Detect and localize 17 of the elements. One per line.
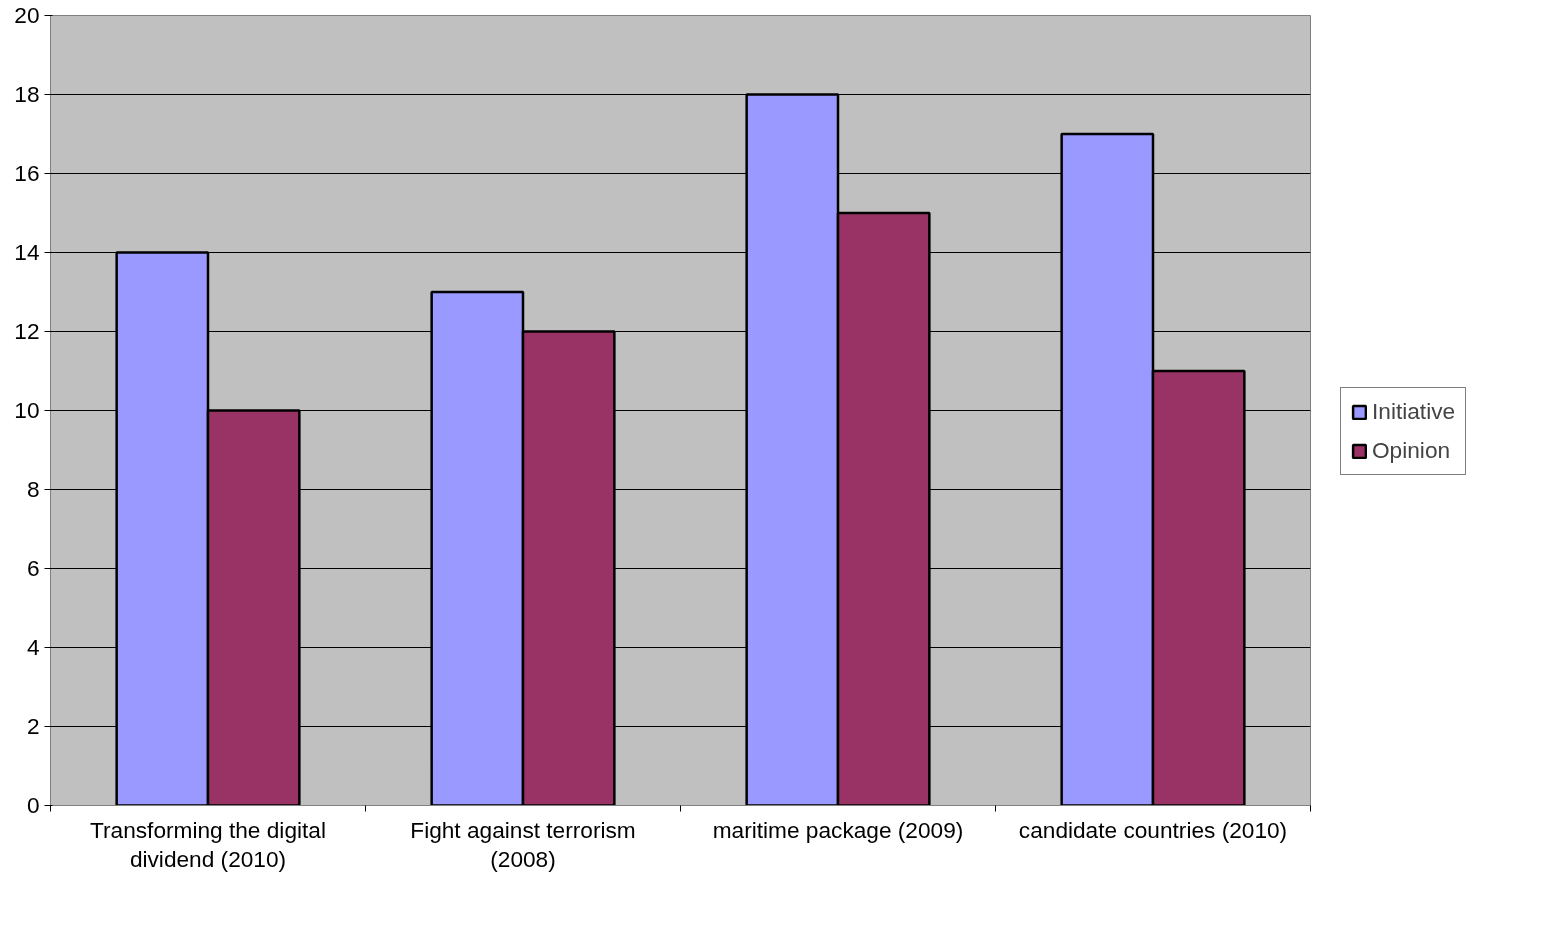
y-tick-label: 12 bbox=[14, 318, 40, 344]
y-tick-label: 20 bbox=[14, 2, 40, 28]
y-tick-label: 18 bbox=[14, 81, 40, 107]
category-label: Transforming the digital dividend (2010) bbox=[90, 816, 326, 872]
y-tick-label: 4 bbox=[26, 634, 40, 660]
x-tick-label: maritime package (2009) bbox=[712, 816, 964, 843]
x-tick-label: candidate countries (2010) bbox=[1018, 816, 1288, 843]
y-tick-label: 10 bbox=[14, 397, 40, 423]
legend-label: Initiative bbox=[1372, 398, 1456, 425]
y-tick-label: 0 bbox=[26, 792, 40, 818]
y-tick-label: 6 bbox=[26, 555, 40, 581]
y-tick-label: 16 bbox=[14, 160, 40, 186]
y-tick-label: 8 bbox=[26, 476, 40, 502]
legend-label: Opinion bbox=[1372, 437, 1451, 464]
y-tick-label: 14 bbox=[14, 239, 40, 265]
category-label: Fight against terrorism (2008) bbox=[410, 816, 636, 872]
y-tick-label: 2 bbox=[26, 713, 40, 739]
